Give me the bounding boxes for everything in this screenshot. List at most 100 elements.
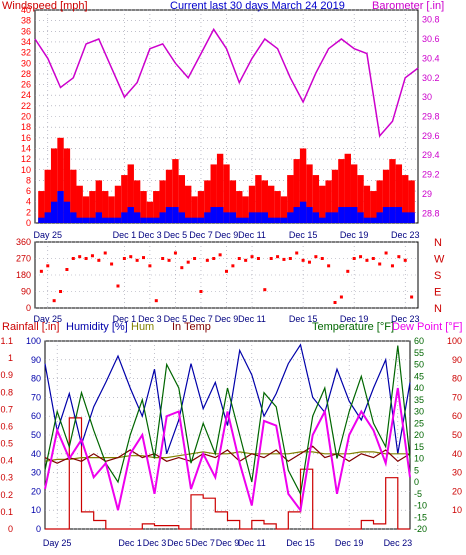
barometer-y-tick-label: 30 bbox=[422, 92, 432, 102]
direction-point bbox=[378, 262, 382, 266]
direction-point bbox=[78, 255, 82, 259]
wind-y-tick-label: 12 bbox=[21, 154, 31, 164]
direction-y-ticks: 0 90 180 270 360 bbox=[16, 237, 31, 313]
average-wind-bar bbox=[63, 201, 71, 223]
gust-bar bbox=[274, 191, 281, 223]
direction-point bbox=[97, 258, 101, 262]
direction-y-tick-label: 180 bbox=[16, 270, 31, 280]
direction-point bbox=[161, 257, 165, 260]
wind-x-tick-label: Dec 7 bbox=[189, 230, 213, 240]
rainfall-y-ticks: 0 0.1 0.2 0.3 0.4 0.5 0.6 0.7 0.8 0.9 1 1.1 bbox=[0, 336, 13, 534]
average-wind-bar bbox=[229, 212, 237, 223]
gust-bar bbox=[299, 148, 307, 223]
average-wind-bar bbox=[255, 212, 262, 223]
wind-y-tick-label: 40 bbox=[21, 5, 31, 15]
gust-bar bbox=[312, 175, 320, 223]
average-wind-bar bbox=[280, 217, 288, 223]
barometer-y-tick-label: 30.2 bbox=[422, 73, 440, 83]
barometer-y-tick-label: 29.8 bbox=[422, 112, 440, 122]
wind-x-tick-label: Dec 23 bbox=[391, 230, 420, 240]
temperature-y-tick-label: 60 bbox=[414, 336, 424, 346]
intemp-label: In Temp bbox=[172, 321, 211, 333]
temperature-y-tick-label: -15 bbox=[414, 512, 427, 522]
direction-point bbox=[327, 264, 331, 268]
in-temp-line bbox=[44, 445, 411, 464]
gust-bar bbox=[338, 159, 345, 223]
gust-bar bbox=[191, 196, 198, 223]
humidity-y-tick-label: 10 bbox=[31, 505, 41, 515]
humidity-y-tick-label: 40 bbox=[31, 449, 41, 459]
rainfall-y-tick-label: 0.2 bbox=[0, 490, 13, 500]
wind-y-tick-label: 24 bbox=[21, 90, 31, 100]
average-wind-bar bbox=[319, 217, 326, 223]
wind-y-tick-label: 6 bbox=[26, 186, 31, 196]
temperature-y-tick-label: 55 bbox=[414, 348, 424, 358]
intemp-y-tick-label: 100 bbox=[447, 336, 462, 346]
gust-bar bbox=[395, 164, 403, 223]
gust-bar bbox=[95, 180, 103, 223]
direction-point bbox=[90, 254, 94, 258]
average-wind-bar bbox=[102, 217, 109, 223]
temperature-y-tick-label: 15 bbox=[414, 442, 424, 452]
barometer-y-tick-label: 30.8 bbox=[422, 15, 440, 25]
average-wind-bar bbox=[89, 217, 96, 223]
direction-point bbox=[403, 258, 407, 262]
rainfall-line bbox=[45, 417, 410, 530]
compass-label: N bbox=[434, 303, 442, 315]
gust-bar bbox=[306, 164, 313, 223]
average-wind-bar bbox=[165, 207, 173, 223]
average-wind-bar bbox=[153, 217, 160, 223]
compass-label: W bbox=[434, 254, 445, 266]
average-wind-bar bbox=[293, 207, 300, 223]
direction-point bbox=[186, 260, 190, 264]
direction-point bbox=[371, 257, 375, 260]
direction-point bbox=[288, 257, 292, 260]
direction-point bbox=[71, 257, 75, 260]
wind-x-tick-label: Dec 11 bbox=[238, 230, 266, 240]
direction-point bbox=[359, 255, 363, 259]
direction-point bbox=[410, 295, 414, 299]
average-wind-bar bbox=[408, 212, 415, 223]
average-wind-bar bbox=[242, 217, 249, 223]
average-wind-bar bbox=[76, 217, 83, 223]
gust-bar bbox=[159, 180, 166, 223]
barometer-y-tick-label: 29.6 bbox=[422, 131, 440, 141]
direction-point bbox=[282, 257, 286, 261]
temp-x-tick-label: Dec 5 bbox=[167, 538, 191, 548]
gust-bar bbox=[140, 191, 147, 223]
hum-in-label: Hum bbox=[131, 321, 154, 333]
intemp-y-tick-label: 80 bbox=[452, 374, 462, 384]
wind-y-tick-label: 32 bbox=[21, 48, 31, 58]
gust-bar bbox=[165, 169, 173, 223]
dew-point-line bbox=[44, 387, 411, 513]
gust-bar bbox=[76, 185, 83, 223]
average-wind-bar bbox=[185, 217, 192, 223]
direction-point bbox=[180, 266, 184, 270]
temperature-y-tick-label: 40 bbox=[414, 383, 424, 393]
gust-bar bbox=[153, 191, 160, 223]
barometer-axis-label: Barometer [.in] bbox=[372, 0, 444, 12]
average-wind-bar bbox=[236, 217, 243, 223]
gust-bar bbox=[236, 191, 243, 223]
average-wind-bar bbox=[159, 212, 166, 223]
humidity-y-tick-label: 30 bbox=[31, 468, 41, 478]
direction-y-tick-label: 270 bbox=[16, 254, 31, 264]
temperature-y-tick-label: -5 bbox=[414, 489, 422, 499]
gust-bar bbox=[389, 159, 396, 223]
gust-bar bbox=[267, 185, 275, 223]
wind-y-tick-label: 10 bbox=[21, 165, 31, 175]
direction-point bbox=[225, 269, 228, 273]
direction-x-tick-label: Dec 19 bbox=[340, 314, 369, 324]
direction-point bbox=[116, 284, 120, 288]
average-wind-bar bbox=[223, 212, 230, 223]
direction-point bbox=[269, 257, 273, 260]
intemp-y-tick-label: 20 bbox=[452, 486, 462, 496]
temperature-y-tick-label: 20 bbox=[414, 430, 424, 440]
barometer-y-tick-label: 29 bbox=[422, 189, 432, 199]
barometer-series bbox=[34, 27, 419, 138]
average-wind-bar bbox=[70, 212, 77, 223]
gust-bar bbox=[408, 180, 415, 223]
rainfall-y-tick-label: 0 bbox=[8, 524, 13, 534]
